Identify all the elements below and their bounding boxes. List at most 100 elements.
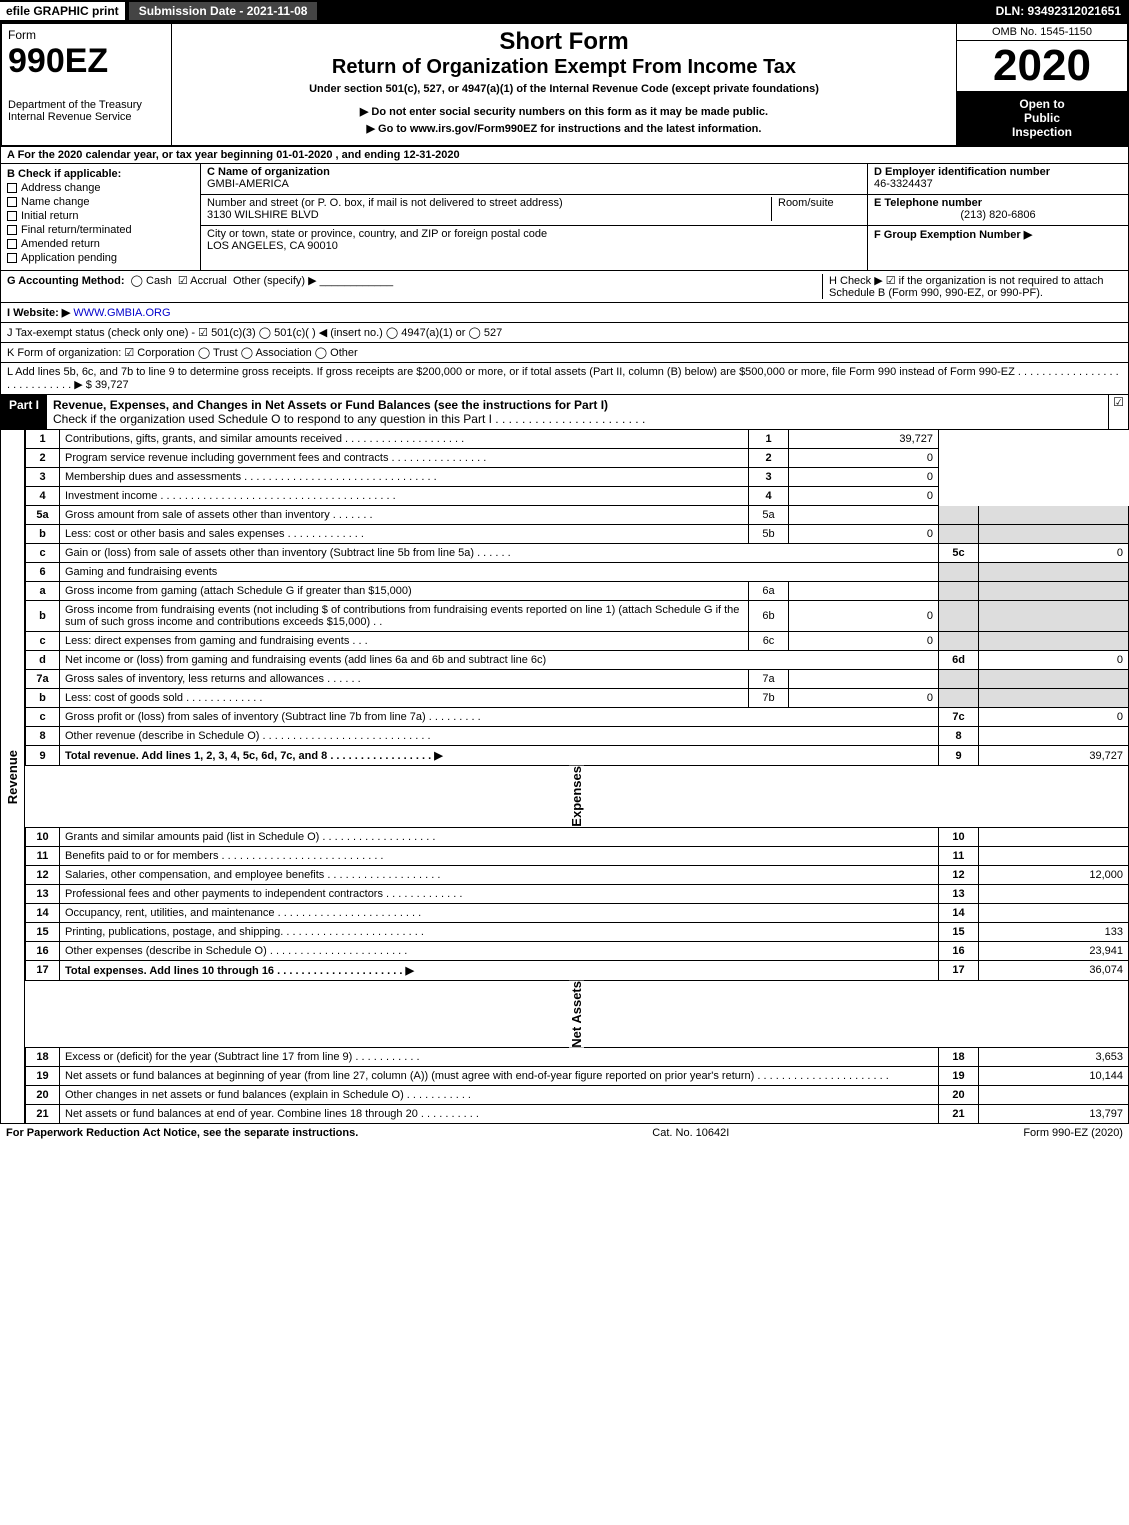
l5b-num: b (26, 525, 60, 544)
l21-box: 21 (939, 1105, 979, 1124)
l1-num: 1 (26, 430, 60, 449)
l5b-desc: Less: cost or other basis and sales expe… (60, 525, 749, 544)
efile-label: efile GRAPHIC print (0, 2, 125, 20)
goto-link[interactable]: ▶ Go to www.irs.gov/Form990EZ for instru… (178, 122, 950, 135)
l9-amt: 39,727 (979, 746, 1129, 766)
l19-desc: Net assets or fund balances at beginning… (60, 1067, 939, 1086)
section-f-label: F Group Exemption Number ▶ (874, 229, 1032, 241)
l5a-grey (939, 506, 979, 525)
l7b-grey2 (979, 689, 1129, 708)
inspect-1: Open to (959, 97, 1125, 111)
l3-num: 3 (26, 468, 60, 487)
telephone: (213) 820-6806 (874, 209, 1122, 221)
section-b-label: B Check if applicable: (7, 168, 194, 180)
l5a-ibox: 5a (749, 506, 789, 525)
section-l-text: L Add lines 5b, 6c, and 7b to line 9 to … (7, 366, 1119, 391)
form-label: Form (8, 28, 165, 42)
part-1-check-note: Check if the organization used Schedule … (53, 412, 645, 426)
website-link[interactable]: WWW.GMBIA.ORG (73, 307, 170, 319)
l5a-num: 5a (26, 506, 60, 525)
part-1-header: Part I Revenue, Expenses, and Changes in… (0, 395, 1129, 430)
dln: DLN: 93492312021651 (988, 2, 1129, 20)
l6c-num: c (26, 632, 60, 651)
l11-amt (979, 846, 1129, 865)
g-accrual: Accrual (190, 275, 227, 287)
l6a-desc: Gross income from gaming (attach Schedul… (60, 582, 749, 601)
l5b-grey (939, 525, 979, 544)
l7b-desc: Less: cost of goods sold . . . . . . . .… (60, 689, 749, 708)
l13-desc: Professional fees and other payments to … (60, 884, 939, 903)
chk-amended-return[interactable] (7, 239, 17, 249)
l9-num: 9 (26, 746, 60, 766)
addr-label: Number and street (or P. O. box, if mail… (207, 197, 563, 209)
l14-desc: Occupancy, rent, utilities, and maintena… (60, 903, 939, 922)
l2-num: 2 (26, 449, 60, 468)
section-a: A For the 2020 calendar year, or tax yea… (0, 147, 1129, 164)
l15-amt: 133 (979, 922, 1129, 941)
l7c-desc: Gross profit or (loss) from sales of inv… (60, 708, 939, 727)
l10-desc: Grants and similar amounts paid (list in… (60, 828, 939, 847)
short-form-title: Short Form (178, 28, 950, 56)
chk-address-change[interactable] (7, 183, 17, 193)
l5b-iamt: 0 (789, 525, 939, 544)
l11-num: 11 (26, 846, 60, 865)
l16-box: 16 (939, 941, 979, 960)
l2-amt: 0 (789, 449, 939, 468)
l6a-ibox: 6a (749, 582, 789, 601)
l18-num: 18 (26, 1048, 60, 1067)
l6b-grey2 (979, 601, 1129, 632)
l11-box: 11 (939, 846, 979, 865)
l7a-ibox: 7a (749, 670, 789, 689)
l5b-grey2 (979, 525, 1129, 544)
l8-num: 8 (26, 727, 60, 746)
l20-box: 20 (939, 1086, 979, 1105)
org-name: GMBI-AMERICA (207, 178, 289, 190)
section-l-amt: $ 39,727 (86, 379, 129, 391)
section-l: L Add lines 5b, 6c, and 7b to line 9 to … (0, 363, 1129, 395)
l1-box: 1 (749, 430, 789, 449)
l2-box: 2 (749, 449, 789, 468)
l19-box: 19 (939, 1067, 979, 1086)
l3-desc: Membership dues and assessments . . . . … (60, 468, 749, 487)
l13-box: 13 (939, 884, 979, 903)
l7b-iamt: 0 (789, 689, 939, 708)
dept-treasury: Department of the Treasury (8, 99, 165, 111)
g-cash: Cash (146, 275, 172, 287)
chk-name-change[interactable] (7, 197, 17, 207)
chk-initial-return[interactable] (7, 211, 17, 221)
side-expenses: Expenses (569, 766, 584, 827)
l6-grey2 (979, 563, 1129, 582)
l16-num: 16 (26, 941, 60, 960)
l16-amt: 23,941 (979, 941, 1129, 960)
l15-desc: Printing, publications, postage, and shi… (60, 922, 939, 941)
footer-left: For Paperwork Reduction Act Notice, see … (6, 1127, 358, 1139)
l5c-box: 5c (939, 544, 979, 563)
l21-amt: 13,797 (979, 1105, 1129, 1124)
opt-address-change: Address change (21, 182, 101, 194)
l6-grey (939, 563, 979, 582)
opt-initial-return: Initial return (21, 210, 78, 222)
l20-amt (979, 1086, 1129, 1105)
l5a-iamt (789, 506, 939, 525)
l19-num: 19 (26, 1067, 60, 1086)
l6d-num: d (26, 651, 60, 670)
chk-final-return[interactable] (7, 225, 17, 235)
l7b-ibox: 7b (749, 689, 789, 708)
l5c-desc: Gain or (loss) from sale of assets other… (60, 544, 939, 563)
part-1-check: ☑ (1108, 395, 1128, 429)
side-netassets: Net Assets (569, 981, 584, 1048)
opt-name-change: Name change (21, 196, 90, 208)
opt-application-pending: Application pending (21, 252, 117, 264)
l6a-iamt (789, 582, 939, 601)
section-h: H Check ▶ ☑ if the organization is not r… (829, 275, 1104, 299)
section-g-label: G Accounting Method: (7, 275, 125, 287)
l10-num: 10 (26, 828, 60, 847)
l13-amt (979, 884, 1129, 903)
l17-box: 17 (939, 960, 979, 980)
footer-right: Form 990-EZ (2020) (1023, 1127, 1123, 1139)
l18-box: 18 (939, 1048, 979, 1067)
l12-num: 12 (26, 865, 60, 884)
l3-amt: 0 (789, 468, 939, 487)
row-g-h: G Accounting Method: ◯ Cash ☑ Accrual Ot… (0, 271, 1129, 303)
chk-application-pending[interactable] (7, 253, 17, 263)
